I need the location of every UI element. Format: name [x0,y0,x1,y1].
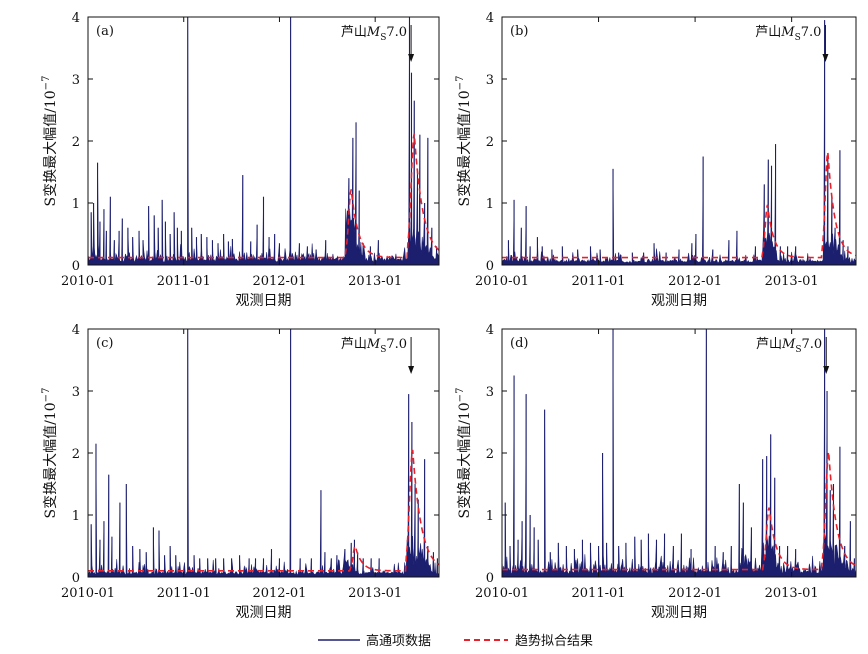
chart-panel-3: 0 1 2 3 4 2010-01 2011-01 2012-01 2013-01 观测日期 S变换… [41,323,440,621]
plot-frame [501,328,857,578]
chart-panel-4: 0 1 2 3 4 2010-01 2011-01 2012-01 2013-01 观测日期 S变换… [455,323,857,621]
x-tick-label: 2011-01 [157,586,211,601]
earthquake-annotation: 芦山MS7.0 [756,337,822,355]
y-tick-label: 4 [72,11,80,26]
y-axis-title-main: S变换最大幅值/10 [42,402,59,518]
annotation-arrow-head [408,54,415,62]
annotation-place: 芦山 [755,25,781,40]
x-axis-title: 观测日期 [651,293,707,309]
x-tick-label: 2012-01 [252,586,306,601]
y-tick-label: 0 [72,259,80,274]
annotation-magnitude-value: 7.0 [386,25,407,40]
annotation-place: 芦山 [341,25,367,40]
x-tick-label: 2013-01 [348,274,402,289]
y-tick-label: 2 [72,135,80,150]
annotation-magnitude-sub: S [380,33,386,43]
y-axis-title: S变换最大幅值/10−7 [455,76,473,207]
chart-panel-1: 0 1 2 3 4 2010-01 2011-01 2012-01 2013-01 观测日期 S变换… [41,11,440,309]
y-tick-label: 4 [486,323,494,338]
x-tick-label: 2010-01 [475,274,529,289]
annotation-magnitude-value: 7.0 [802,337,823,352]
trend-line [88,449,439,572]
y-tick-label: 0 [72,571,80,586]
y-tick-label: 3 [72,73,80,88]
y-axis-title: S变换最大幅值/10−7 [41,76,59,207]
x-tick-label: 2013-01 [765,274,819,289]
legend-series-label: 高通项数据 [366,633,431,649]
y-tick-label: 1 [486,509,494,524]
x-tick-label: 2012-01 [668,586,722,601]
annotation-arrow-head [823,366,830,374]
panel-label: (d) [510,336,528,351]
y-axis-title-exponent: −7 [41,76,52,91]
y-tick-label: 0 [486,259,494,274]
y-axis-title: S变换最大幅值/10−7 [455,388,473,519]
annotation-magnitude-sub: S [380,345,386,355]
y-axis-title-exponent: −7 [41,388,52,403]
earthquake-annotation: 芦山MS7.0 [341,25,407,43]
y-tick-label: 1 [72,509,80,524]
x-tick-label: 2011-01 [157,274,211,289]
annotation-magnitude-symbol: M [781,337,796,352]
panel-label: (c) [96,336,113,351]
annotation-magnitude-sub: S [795,345,801,355]
y-tick-label: 2 [486,447,494,462]
x-axis-title: 观测日期 [651,605,707,621]
legend-trend-label: 趋势拟合结果 [515,633,593,649]
panel-label: (b) [510,24,528,39]
y-tick-label: 1 [72,197,80,212]
panel-label: (a) [96,24,114,39]
x-tick-label: 2012-01 [668,274,722,289]
trend-line [502,152,856,259]
annotation-magnitude-sub: S [795,33,801,43]
y-axis-title-main: S变换最大幅值/10 [456,90,473,206]
y-axis-title-exponent: −7 [455,76,466,91]
earthquake-annotation: 芦山MS7.0 [755,25,821,43]
y-tick-label: 3 [72,385,80,400]
x-axis-title: 观测日期 [236,293,292,309]
annotation-arrow-head [408,366,415,374]
annotation-magnitude-symbol: M [780,25,795,40]
y-tick-label: 0 [486,571,494,586]
annotation-magnitude-value: 7.0 [386,337,407,352]
y-tick-label: 4 [486,11,494,26]
legend: 高通项数据 趋势拟合结果 [318,633,593,649]
x-tick-label: 2011-01 [572,586,626,601]
y-tick-label: 3 [486,385,494,400]
series-fill [502,20,856,265]
x-tick-label: 2010-01 [61,586,115,601]
annotation-place: 芦山 [756,337,782,352]
annotation-arrow-head [822,54,829,62]
x-tick-label: 2011-01 [572,274,626,289]
x-tick-label: 2010-01 [475,586,529,601]
trend-line [502,451,856,571]
earthquake-annotation: 芦山MS7.0 [341,337,407,355]
plot-frame [87,328,440,578]
x-tick-label: 2010-01 [61,274,115,289]
plot-frame [501,16,857,266]
y-tick-label: 3 [486,73,494,88]
series-fill [88,329,439,577]
x-tick-label: 2013-01 [348,586,402,601]
y-tick-label: 1 [486,197,494,212]
y-tick-label: 4 [72,323,80,338]
trend-line [88,133,439,259]
chart-panel-2: 0 1 2 3 4 2010-01 2011-01 2012-01 2013-01 观测日期 S变换… [455,11,857,309]
x-tick-label: 2013-01 [765,586,819,601]
annotation-magnitude-symbol: M [366,337,381,352]
y-axis-title-main: S变换最大幅值/10 [42,90,59,206]
y-tick-label: 2 [486,135,494,150]
series-fill [502,329,856,577]
y-tick-label: 2 [72,447,80,462]
x-tick-label: 2012-01 [252,274,306,289]
annotation-magnitude-symbol: M [366,25,381,40]
y-axis-title-exponent: −7 [455,388,466,403]
y-axis-title: S变换最大幅值/10−7 [41,388,59,519]
annotation-magnitude-value: 7.0 [801,25,822,40]
x-axis-title: 观测日期 [236,605,292,621]
y-axis-title-main: S变换最大幅值/10 [456,402,473,518]
annotation-place: 芦山 [341,337,367,352]
